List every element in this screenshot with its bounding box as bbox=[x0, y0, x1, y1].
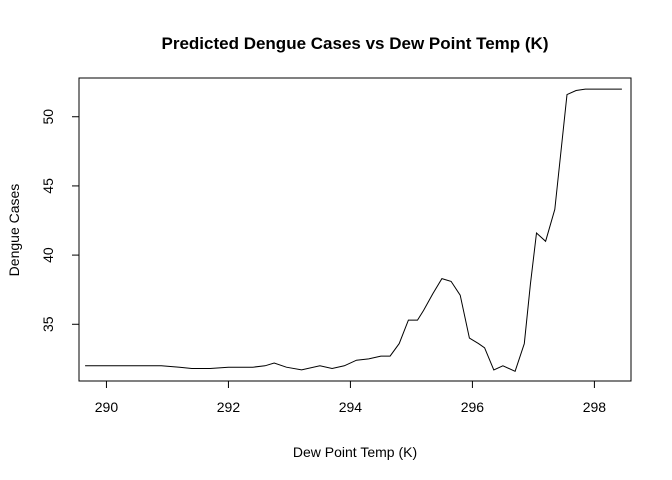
plot-area bbox=[78, 77, 632, 382]
x-tick-label: 294 bbox=[339, 399, 363, 415]
y-tick-label: 40 bbox=[40, 247, 56, 263]
y-tick-label: 50 bbox=[40, 109, 56, 125]
x-tick-label: 298 bbox=[583, 399, 607, 415]
chart-title: Predicted Dengue Cases vs Dew Point Temp… bbox=[162, 34, 549, 53]
x-tick-label: 292 bbox=[217, 399, 241, 415]
y-axis: 35 40 45 50 bbox=[40, 109, 79, 332]
series-line bbox=[85, 88, 622, 372]
x-axis-label: Dew Point Temp (K) bbox=[293, 444, 417, 460]
x-tick-label: 290 bbox=[95, 399, 119, 415]
x-tick-label: 296 bbox=[461, 399, 485, 415]
y-tick-label: 35 bbox=[40, 316, 56, 332]
x-axis: 290 292 294 296 298 bbox=[95, 381, 607, 415]
y-tick-label: 45 bbox=[40, 178, 56, 194]
y-axis-label: Dengue Cases bbox=[6, 184, 22, 277]
